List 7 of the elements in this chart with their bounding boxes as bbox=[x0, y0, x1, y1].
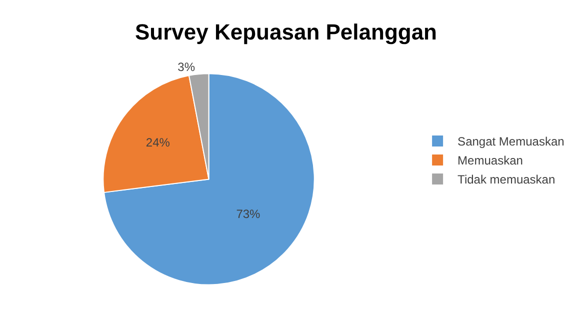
data-label: 73% bbox=[236, 207, 261, 222]
data-label: 3% bbox=[178, 60, 196, 74]
legend-label: Memuaskan bbox=[458, 154, 523, 168]
legend-label: Tidak memuaskan bbox=[458, 172, 556, 187]
data-label: 24% bbox=[146, 135, 170, 150]
legend-label: Sangat Memuaskan bbox=[458, 134, 564, 149]
chart-title: Survey Kepuasan Pelanggan bbox=[135, 20, 437, 45]
